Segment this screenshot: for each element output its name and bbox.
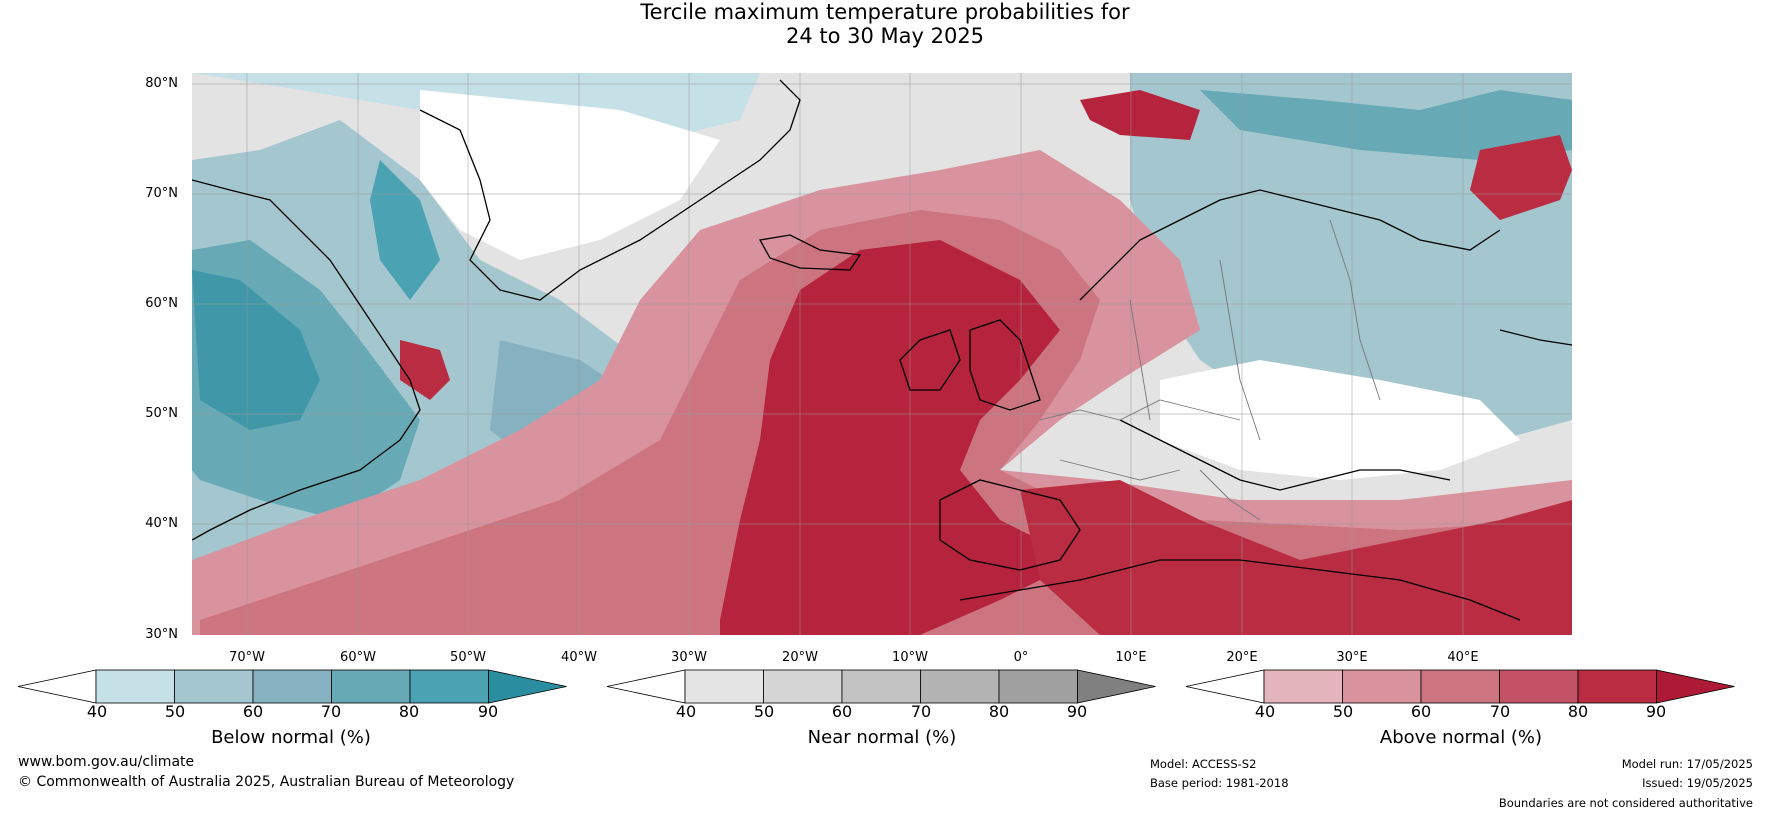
lon-label-10e: 10°E	[1115, 650, 1147, 665]
gridlines	[192, 73, 1572, 635]
lat-label-60n: 60°N	[145, 296, 178, 311]
lat-label-30n: 30°N	[145, 627, 178, 642]
footer-base-period: Base period: 1981-2018	[1150, 776, 1289, 790]
footer-model: Model: ACCESS-S2	[1150, 757, 1257, 771]
lon-label-50w: 50°W	[450, 650, 486, 665]
lon-label-70w: 70°W	[229, 650, 265, 665]
below-tick-70: 70	[320, 702, 342, 721]
map-title-line2: 24 to 30 May 2025	[785, 24, 985, 48]
above-normal-region-svalbard	[1080, 90, 1200, 140]
map-title-line1: Tercile maximum temperature probabilitie…	[640, 0, 1130, 24]
above-normal-region-labrador-sea	[400, 340, 450, 400]
below-normal-region-barents	[1200, 90, 1572, 160]
neutral-region-europe	[1160, 360, 1520, 480]
below-tick-40: 40	[86, 702, 108, 721]
lon-label-60w: 60°W	[340, 650, 376, 665]
below-normal-region-northeast	[1130, 73, 1572, 440]
near-normal-label: Near normal (%)	[807, 727, 957, 748]
lat-label-80n: 80°N	[145, 76, 178, 91]
lat-label-70n: 70°N	[145, 186, 178, 201]
near-tick-60: 60	[831, 702, 853, 721]
below-normal-region-deep	[192, 270, 320, 430]
neutral-region-greenland	[420, 90, 720, 260]
above-normal-region-mediterranean	[1020, 480, 1572, 635]
lon-label-40e: 40°E	[1447, 650, 1479, 665]
below-tick-90: 90	[477, 702, 499, 721]
above-normal-region-core	[720, 240, 1080, 635]
above-normal-region-urals	[1470, 135, 1572, 220]
below-tick-50: 50	[164, 702, 186, 721]
coastlines	[192, 79, 1572, 621]
above-tick-40: 40	[1254, 702, 1276, 721]
above-tick-90: 90	[1645, 702, 1667, 721]
above-tick-80: 80	[1567, 702, 1589, 721]
near-tick-70: 70	[910, 702, 932, 721]
near-tick-80: 80	[988, 702, 1010, 721]
above-tick-50: 50	[1332, 702, 1354, 721]
below-normal-region-labrador	[370, 160, 440, 300]
footer-url: www.bom.gov.au/climate	[18, 754, 195, 770]
footer-copyright: © Commonwealth of Australia 2025, Austra…	[18, 774, 515, 790]
above-tick-60: 60	[1410, 702, 1432, 721]
footer-issued: Issued: 19/05/2025	[1642, 776, 1753, 790]
near-tick-90: 90	[1066, 702, 1088, 721]
lon-label-0: 0°	[1013, 650, 1029, 665]
above-normal-label: Above normal (%)	[1379, 727, 1543, 748]
footer-model-run: Model run: 17/05/2025	[1621, 757, 1753, 771]
lat-label-50n: 50°N	[145, 406, 178, 421]
lon-label-20w: 20°W	[782, 650, 818, 665]
lon-label-10w: 10°W	[892, 650, 928, 665]
near-tick-50: 50	[753, 702, 775, 721]
above-tick-70: 70	[1489, 702, 1511, 721]
below-tick-60: 60	[242, 702, 264, 721]
below-tick-80: 80	[398, 702, 420, 721]
lat-label-40n: 40°N	[145, 516, 178, 531]
footer-disclaimer: Boundaries are not considered authoritat…	[1498, 796, 1753, 810]
map-title: Tercile maximum temperature probabilitie…	[0, 0, 1770, 48]
lon-label-30w: 30°W	[671, 650, 707, 665]
below-normal-label: Below normal (%)	[211, 727, 371, 748]
country-borders	[1039, 219, 1381, 521]
lon-label-30e: 30°E	[1336, 650, 1368, 665]
near-tick-40: 40	[675, 702, 697, 721]
lon-label-40w: 40°W	[561, 650, 597, 665]
lon-label-20e: 20°E	[1226, 650, 1258, 665]
map-field	[192, 73, 1572, 635]
